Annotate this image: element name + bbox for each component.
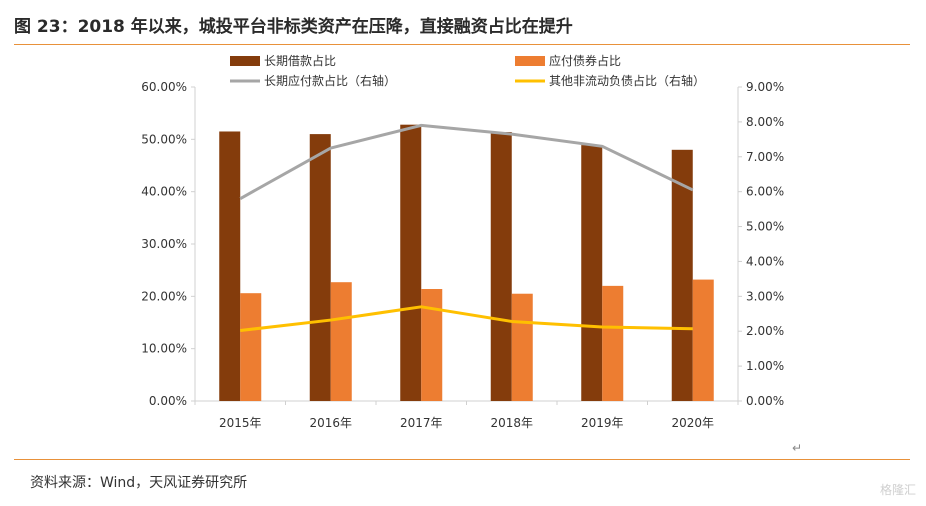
x-tick-label: 2020年 xyxy=(671,416,714,430)
right-tick-label: 5.00% xyxy=(746,220,784,234)
legend-swatch xyxy=(515,56,545,66)
x-tick-label: 2018年 xyxy=(490,416,533,430)
left-tick-label: 60.00% xyxy=(141,80,187,94)
source-note: 资料来源：Wind，天风证券研究所 xyxy=(30,475,248,491)
right-tick-label: 9.00% xyxy=(746,80,784,94)
left-tick-label: 0.00% xyxy=(149,394,187,408)
right-tick-label: 1.00% xyxy=(746,359,784,373)
right-tick-label: 2.00% xyxy=(746,324,784,338)
right-tick-label: 8.00% xyxy=(746,115,784,129)
chart: 0.00% 10.00% 20.00% 30.00% 40.00% 50.00% 60.00… xyxy=(141,53,784,430)
left-tick-label: 20.00% xyxy=(141,289,187,303)
line-long-term-payables xyxy=(239,123,694,200)
right-tick-label: 3.00% xyxy=(746,289,784,303)
left-tick-label: 40.00% xyxy=(141,185,187,199)
bar-bonds-payable xyxy=(511,293,533,401)
legend-label: 其他非流动负债占比（右轴） xyxy=(549,73,705,88)
figure-title: 图 23：2018 年以来，城投平台非标类资产在压降，直接融资占比在提升 xyxy=(14,17,573,37)
left-tick-label: 30.00% xyxy=(141,237,187,251)
bar-long-term-loan xyxy=(309,134,331,401)
bar-long-term-loan xyxy=(490,132,512,402)
legend-label: 应付债券占比 xyxy=(549,53,621,68)
x-tick-label: 2015年 xyxy=(219,416,262,430)
source-divider xyxy=(14,459,910,460)
bar-bonds-payable xyxy=(692,279,714,401)
right-tick-label: 4.00% xyxy=(746,254,784,268)
legend-label: 长期应付款占比（右轴） xyxy=(264,73,396,88)
bar-long-term-loan xyxy=(581,145,603,401)
legend-label: 长期借款占比 xyxy=(264,53,336,68)
legend-swatch xyxy=(230,56,260,66)
bar-bonds-payable xyxy=(240,293,262,401)
watermark-logo: 格隆汇 xyxy=(879,483,916,497)
bar-long-term-loan xyxy=(219,131,241,401)
line-other-noncurrent-liabilities xyxy=(240,305,693,333)
bar-long-term-loan xyxy=(671,149,693,401)
x-tick-label: 2019年 xyxy=(581,416,624,430)
x-tick-label: 2016年 xyxy=(309,416,352,430)
left-tick-label: 10.00% xyxy=(141,342,187,356)
title-divider xyxy=(14,44,910,45)
x-tick-label: 2017年 xyxy=(400,416,443,430)
bar-bonds-payable xyxy=(602,285,624,401)
return-mark-icon: ↵ xyxy=(792,441,803,455)
bar-long-term-loan xyxy=(400,124,422,402)
left-tick-label: 50.00% xyxy=(141,132,187,146)
right-tick-label: 0.00% xyxy=(746,394,784,408)
right-tick-label: 7.00% xyxy=(746,150,784,164)
bar-bonds-payable xyxy=(330,282,352,401)
right-tick-label: 6.00% xyxy=(746,185,784,199)
bar-bonds-payable xyxy=(421,289,443,401)
